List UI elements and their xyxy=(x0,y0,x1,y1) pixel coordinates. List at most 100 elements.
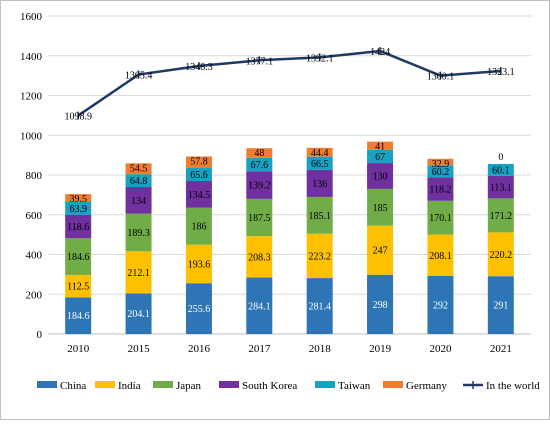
bar-segment xyxy=(65,214,92,239)
bar-segment xyxy=(185,156,212,168)
segment-label: 185.1 xyxy=(308,211,331,222)
bar-segment xyxy=(125,174,152,188)
segment-label: 184.6 xyxy=(67,252,90,263)
bar-segment xyxy=(65,238,92,275)
world-point-label: 1377.1 xyxy=(246,56,274,67)
grid-layer xyxy=(48,15,531,335)
bar-segment xyxy=(185,283,212,334)
line-layer xyxy=(77,46,502,120)
bar-segment xyxy=(65,297,92,334)
legend-swatch xyxy=(315,381,335,388)
y-tick-label: 0 xyxy=(37,329,43,341)
segment-label: 170.1 xyxy=(429,213,452,224)
segment-label: 184.6 xyxy=(67,311,90,322)
segment-label: 65.6 xyxy=(190,170,208,181)
legend-label: South Korea xyxy=(242,380,297,392)
legend-label: China xyxy=(60,380,86,392)
bar-segment xyxy=(487,163,514,176)
world-point-label: 1348.3 xyxy=(185,62,213,73)
bar-segment xyxy=(65,194,92,202)
segment-label: 171.2 xyxy=(490,211,513,222)
segment-label: 134.5 xyxy=(188,190,211,201)
legend-label: In the world xyxy=(486,380,540,392)
segment-label: 136 xyxy=(312,179,327,190)
world-point-label: 1305.4 xyxy=(125,71,153,82)
segment-label: 64.8 xyxy=(130,176,148,187)
bar-segment xyxy=(306,196,333,234)
segment-label: 54.5 xyxy=(130,163,148,174)
segment-label: 32.9 xyxy=(432,159,450,170)
segment-label: 189.3 xyxy=(127,228,150,239)
segment-label: 60.1 xyxy=(492,165,510,176)
segment-label: 185 xyxy=(373,203,388,214)
world-point-label: 1323.1 xyxy=(487,67,515,78)
world-line xyxy=(77,49,501,117)
legend-swatch xyxy=(37,381,57,388)
bar-segment xyxy=(367,188,394,226)
bar-segment xyxy=(306,169,333,197)
segment-label: 48 xyxy=(254,148,264,159)
segment-label: 44.4 xyxy=(311,148,329,159)
y-tick-label: 1400 xyxy=(20,51,43,63)
segment-label: 193.6 xyxy=(188,259,211,270)
x-tick-label: 2021 xyxy=(490,343,512,355)
legend-swatch xyxy=(153,381,173,388)
bar-segment xyxy=(367,163,394,189)
segment-label: 284.1 xyxy=(248,301,271,312)
legend-swatch xyxy=(219,381,239,388)
bar-segment xyxy=(246,277,273,334)
bar-segment xyxy=(185,167,212,182)
bar-segment xyxy=(246,148,273,158)
bar-segment xyxy=(427,275,454,334)
bar-segment xyxy=(427,165,454,178)
bar-segment xyxy=(185,181,212,208)
segment-label: 63.9 xyxy=(69,204,87,215)
x-tick-label: 2016 xyxy=(188,343,211,355)
bar-segment xyxy=(125,187,152,214)
x-tick-label: 2017 xyxy=(248,343,271,355)
y-tick-label: 600 xyxy=(26,210,43,222)
world-point-label: 1424 xyxy=(370,47,390,58)
world-point-label: 1098.9 xyxy=(64,112,92,123)
segment-label: 41 xyxy=(375,142,385,153)
bar-segment xyxy=(246,198,273,237)
legend-swatch xyxy=(95,381,115,388)
segment-label: 134 xyxy=(131,196,146,207)
legend-swatch xyxy=(383,381,403,388)
bar-segment xyxy=(125,213,152,252)
bar-segment xyxy=(306,278,333,334)
y-tick-label: 1600 xyxy=(20,11,43,23)
bar-layer xyxy=(65,141,514,334)
segment-label: 118.2 xyxy=(429,185,451,196)
segment-label: 208.1 xyxy=(429,251,452,262)
bar-segment xyxy=(65,201,92,215)
bar-segment xyxy=(427,234,454,276)
bar-segment xyxy=(487,232,514,277)
segment-label: 212.1 xyxy=(127,268,150,279)
segment-label: 112.5 xyxy=(67,282,89,293)
segment-label: 139.2 xyxy=(248,181,271,192)
bar-segment xyxy=(125,293,152,334)
x-tick-label: 2010 xyxy=(67,343,90,355)
bar-segment xyxy=(427,177,454,201)
bar-segment xyxy=(367,225,394,275)
bar-segment xyxy=(65,274,92,298)
y-tick-label: 1000 xyxy=(20,130,43,142)
bar-segment xyxy=(487,198,514,233)
bar-segment xyxy=(125,251,152,294)
legend-label: Germany xyxy=(406,380,447,392)
segment-label: 66.5 xyxy=(311,159,329,170)
segment-label: 60.2 xyxy=(432,167,450,178)
segment-label: 208.3 xyxy=(248,252,271,263)
segment-label: 255.6 xyxy=(188,304,211,315)
y-tick-label: 800 xyxy=(26,170,43,182)
bar-segment xyxy=(367,141,394,150)
y-tick-label: 1200 xyxy=(20,91,43,103)
segment-label: 247 xyxy=(373,246,388,257)
world-point-label: 1392.1 xyxy=(306,53,334,64)
segment-label: 67 xyxy=(375,152,385,163)
bar-segment xyxy=(246,157,273,172)
bar-segment xyxy=(487,276,514,334)
segment-label: 298 xyxy=(373,300,388,311)
